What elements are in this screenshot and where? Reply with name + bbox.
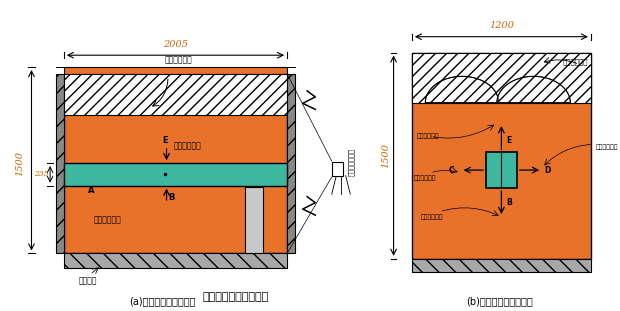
Text: 管側部土圧計: 管側部土圧計 [595, 144, 618, 150]
Text: 管頂部土圧計: 管頂部土圧計 [174, 142, 202, 151]
Text: 2005: 2005 [163, 40, 188, 49]
Text: C: C [154, 170, 160, 179]
Polygon shape [497, 77, 570, 103]
Bar [412, 53, 591, 103]
Bar [412, 53, 591, 259]
Text: D: D [544, 165, 551, 174]
Text: B: B [506, 198, 511, 207]
Bar [64, 163, 287, 186]
Text: 1500: 1500 [381, 143, 390, 168]
Text: E: E [506, 136, 511, 145]
Bar [64, 67, 287, 74]
Text: 1200: 1200 [489, 21, 514, 30]
Text: 235: 235 [33, 170, 48, 179]
Text: 1500: 1500 [16, 151, 25, 176]
Bar [332, 162, 343, 176]
Text: B: B [169, 193, 175, 202]
Bar [64, 74, 287, 115]
Polygon shape [425, 77, 498, 103]
Bar [245, 187, 263, 253]
Bar [486, 152, 517, 188]
Text: C: C [448, 165, 454, 174]
Text: E: E [162, 136, 167, 145]
Text: 図１　模型実験の方法: 図１ 模型実験の方法 [203, 292, 268, 302]
Text: (a)　実験装置の側面図: (a) 実験装置の側面図 [129, 296, 196, 306]
Text: D: D [169, 170, 175, 179]
Text: 笠間赤土: 笠間赤土 [79, 276, 97, 285]
Text: 管底部土圧計: 管底部土圧計 [94, 216, 122, 225]
Text: 支柱: 支柱 [249, 174, 259, 183]
Text: エアーバッグ: エアーバッグ [164, 55, 192, 64]
Bar [64, 253, 287, 268]
Bar [412, 259, 591, 272]
Text: 管側部土圧計: 管側部土圧計 [414, 175, 436, 181]
Text: エアーバッグ: エアーバッグ [563, 58, 588, 65]
Text: デジタルカメラ: デジタルカメラ [348, 148, 354, 176]
Text: A: A [88, 186, 94, 195]
Text: 管頂部土圧計: 管頂部土圧計 [417, 133, 439, 139]
Text: (b)　実験装置の断面図: (b) 実験装置の断面図 [466, 296, 533, 306]
Bar [56, 74, 64, 253]
Text: 管側底土圧計: 管側底土圧計 [421, 214, 443, 220]
Bar [287, 74, 295, 253]
Bar [64, 74, 287, 253]
